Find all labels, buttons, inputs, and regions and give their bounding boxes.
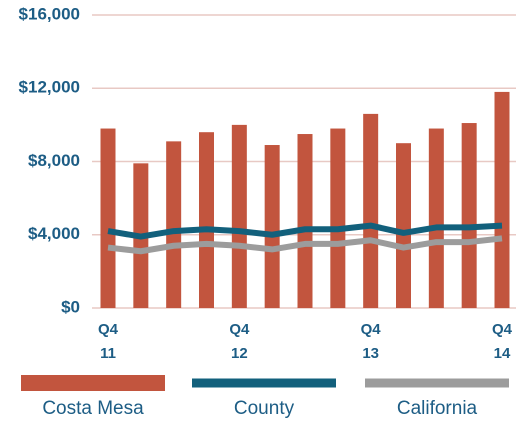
legend-swatch (21, 375, 165, 391)
bar (363, 113, 379, 308)
x-tick-label: Q4 11 (97, 321, 118, 362)
bar (330, 128, 346, 308)
bar (428, 128, 444, 308)
legend-label: Costa Mesa (42, 398, 144, 419)
legend-swatch (365, 378, 509, 388)
bar (396, 143, 411, 308)
line (107, 222, 503, 240)
bar (297, 134, 313, 308)
y-tick-label: $16,000 (19, 4, 80, 23)
y-tick-label: $4,000 (28, 224, 80, 243)
x-tick-label: Q4 13 (360, 321, 381, 362)
y-tick-label: $12,000 (19, 78, 80, 97)
legend-label: California (396, 398, 478, 419)
bar (231, 124, 247, 308)
bar (264, 145, 280, 308)
bar (100, 128, 116, 308)
x-tick-label: Q4 12 (229, 321, 250, 362)
legend-label: County (233, 398, 295, 419)
legend-swatch (192, 378, 336, 388)
line (107, 235, 503, 255)
x-tick-label: Q4 14 (491, 321, 512, 362)
bar (166, 141, 182, 308)
bar (199, 132, 214, 308)
y-tick-label: $8,000 (28, 151, 80, 170)
bar (494, 91, 510, 308)
bar (461, 123, 477, 308)
y-tick-label: $0 (61, 297, 80, 316)
